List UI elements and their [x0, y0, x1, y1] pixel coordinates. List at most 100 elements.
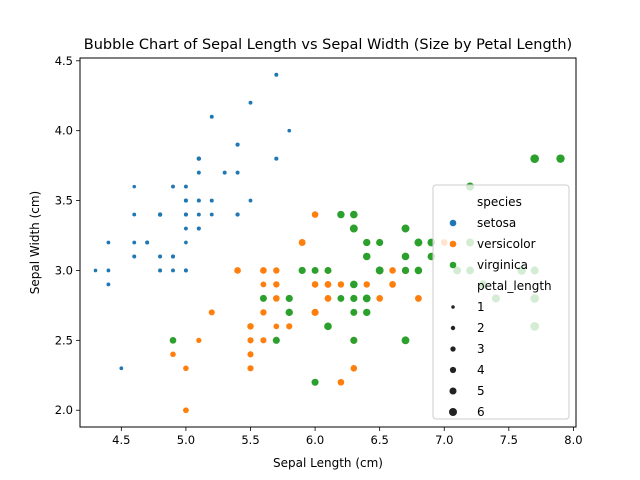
point-versicolor-13 — [324, 281, 332, 288]
chart-title: Bubble Chart of Sepal Length vs Sepal Wi… — [84, 37, 572, 53]
point-versicolor-40 — [247, 323, 254, 330]
point-setosa-41 — [119, 366, 124, 371]
point-virginica-44 — [401, 224, 410, 233]
legend-label-versicolor: versicolor — [477, 237, 536, 251]
point-versicolor-34 — [234, 267, 241, 274]
point-setosa-15 — [274, 72, 279, 77]
x-tick-label: 7.0 — [435, 433, 453, 447]
legend-marker-virginica — [449, 261, 457, 269]
point-virginica-43 — [414, 238, 423, 247]
point-versicolor-38 — [260, 267, 267, 274]
y-tick-label: 4.0 — [55, 124, 73, 138]
point-virginica-31 — [556, 154, 565, 163]
point-versicolor-18 — [337, 378, 345, 386]
point-virginica-46 — [350, 336, 358, 344]
y-tick-label: 2.5 — [55, 333, 73, 347]
point-virginica-19 — [311, 378, 319, 386]
legend-marker-versicolor — [449, 240, 457, 248]
point-virginica-47 — [376, 266, 384, 275]
point-virginica-12 — [414, 266, 423, 275]
legend-size-label: 4 — [477, 363, 485, 377]
y-tick-label: 4.5 — [55, 54, 73, 68]
x-tick-label: 6.5 — [371, 433, 389, 447]
point-versicolor-49 — [273, 295, 280, 302]
point-setosa-28 — [209, 212, 214, 217]
point-virginica-13 — [272, 336, 280, 344]
point-setosa-31 — [235, 212, 240, 217]
point-setosa-8 — [106, 282, 111, 287]
point-virginica-23 — [350, 308, 358, 316]
legend-size-marker — [450, 325, 456, 331]
point-setosa-33 — [248, 100, 253, 105]
legend-marker-setosa — [449, 219, 457, 227]
point-virginica-48 — [337, 210, 345, 219]
point-versicolor-46 — [273, 281, 280, 288]
point-setosa-49 — [183, 226, 188, 231]
y-tick-label: 2.0 — [55, 403, 73, 417]
point-versicolor-26 — [414, 294, 422, 302]
point-versicolor-20 — [298, 239, 306, 246]
legend-size-label: 3 — [477, 342, 485, 356]
point-virginica-26 — [337, 294, 345, 302]
point-versicolor-33 — [311, 308, 319, 316]
point-virginica-42 — [285, 308, 293, 316]
point-versicolor-14 — [260, 281, 267, 288]
point-virginica-45 — [401, 266, 410, 275]
point-virginica-6 — [169, 337, 177, 344]
point-versicolor-35 — [311, 211, 319, 218]
x-tick-label: 4.5 — [112, 433, 130, 447]
point-setosa-35 — [184, 240, 188, 245]
point-virginica-14 — [285, 294, 293, 302]
point-virginica-33 — [350, 294, 358, 302]
point-virginica-21 — [259, 294, 267, 302]
legend-size-label: 2 — [477, 321, 485, 335]
x-tick-label: 8.0 — [564, 433, 582, 447]
point-setosa-37 — [171, 184, 175, 189]
point-virginica-10 — [376, 238, 384, 247]
point-setosa-32 — [209, 114, 214, 119]
legend-size-marker — [451, 305, 455, 309]
point-virginica-0 — [349, 224, 358, 233]
legend-size-marker — [449, 366, 457, 374]
point-virginica-17 — [530, 154, 539, 163]
legend-size-title: petal_length — [477, 279, 552, 293]
point-setosa-1 — [171, 268, 175, 273]
point-virginica-15 — [363, 238, 371, 247]
legend-size-label: 6 — [477, 405, 485, 419]
point-versicolor-23 — [324, 294, 332, 302]
point-versicolor-37 — [350, 365, 358, 372]
point-setosa-17 — [196, 198, 201, 203]
point-setosa-48 — [222, 170, 227, 175]
point-setosa-23 — [196, 226, 201, 231]
point-virginica-11 — [363, 308, 371, 317]
point-versicolor-29 — [273, 323, 280, 330]
point-virginica-27 — [324, 266, 332, 274]
point-setosa-24 — [157, 212, 163, 217]
point-virginica-40 — [401, 252, 410, 261]
point-setosa-36 — [248, 198, 253, 203]
point-virginica-37 — [362, 252, 371, 261]
point-setosa-25 — [183, 268, 188, 273]
point-versicolor-39 — [247, 337, 254, 344]
point-setosa-46 — [196, 156, 201, 161]
point-setosa-26 — [183, 212, 188, 217]
legend-label-setosa: setosa — [477, 216, 516, 230]
point-virginica-49 — [298, 266, 306, 275]
x-tick-label: 5.0 — [177, 433, 195, 447]
point-versicolor-44 — [260, 309, 267, 316]
point-versicolor-48 — [196, 337, 202, 343]
point-virginica-34 — [324, 322, 332, 331]
point-setosa-30 — [158, 254, 163, 259]
point-versicolor-28 — [311, 281, 319, 288]
y-tick-label: 3.5 — [55, 194, 73, 208]
legend-size-label: 1 — [477, 300, 485, 314]
legend-hue-title: species — [477, 195, 522, 209]
plot-frame — [79, 57, 577, 428]
point-versicolor-10 — [183, 407, 189, 414]
x-tick-label: 5.5 — [241, 433, 259, 447]
point-versicolor-3 — [247, 365, 254, 372]
point-setosa-16 — [235, 142, 240, 147]
legend-size-marker — [449, 387, 457, 395]
point-setosa-29 — [145, 240, 150, 245]
